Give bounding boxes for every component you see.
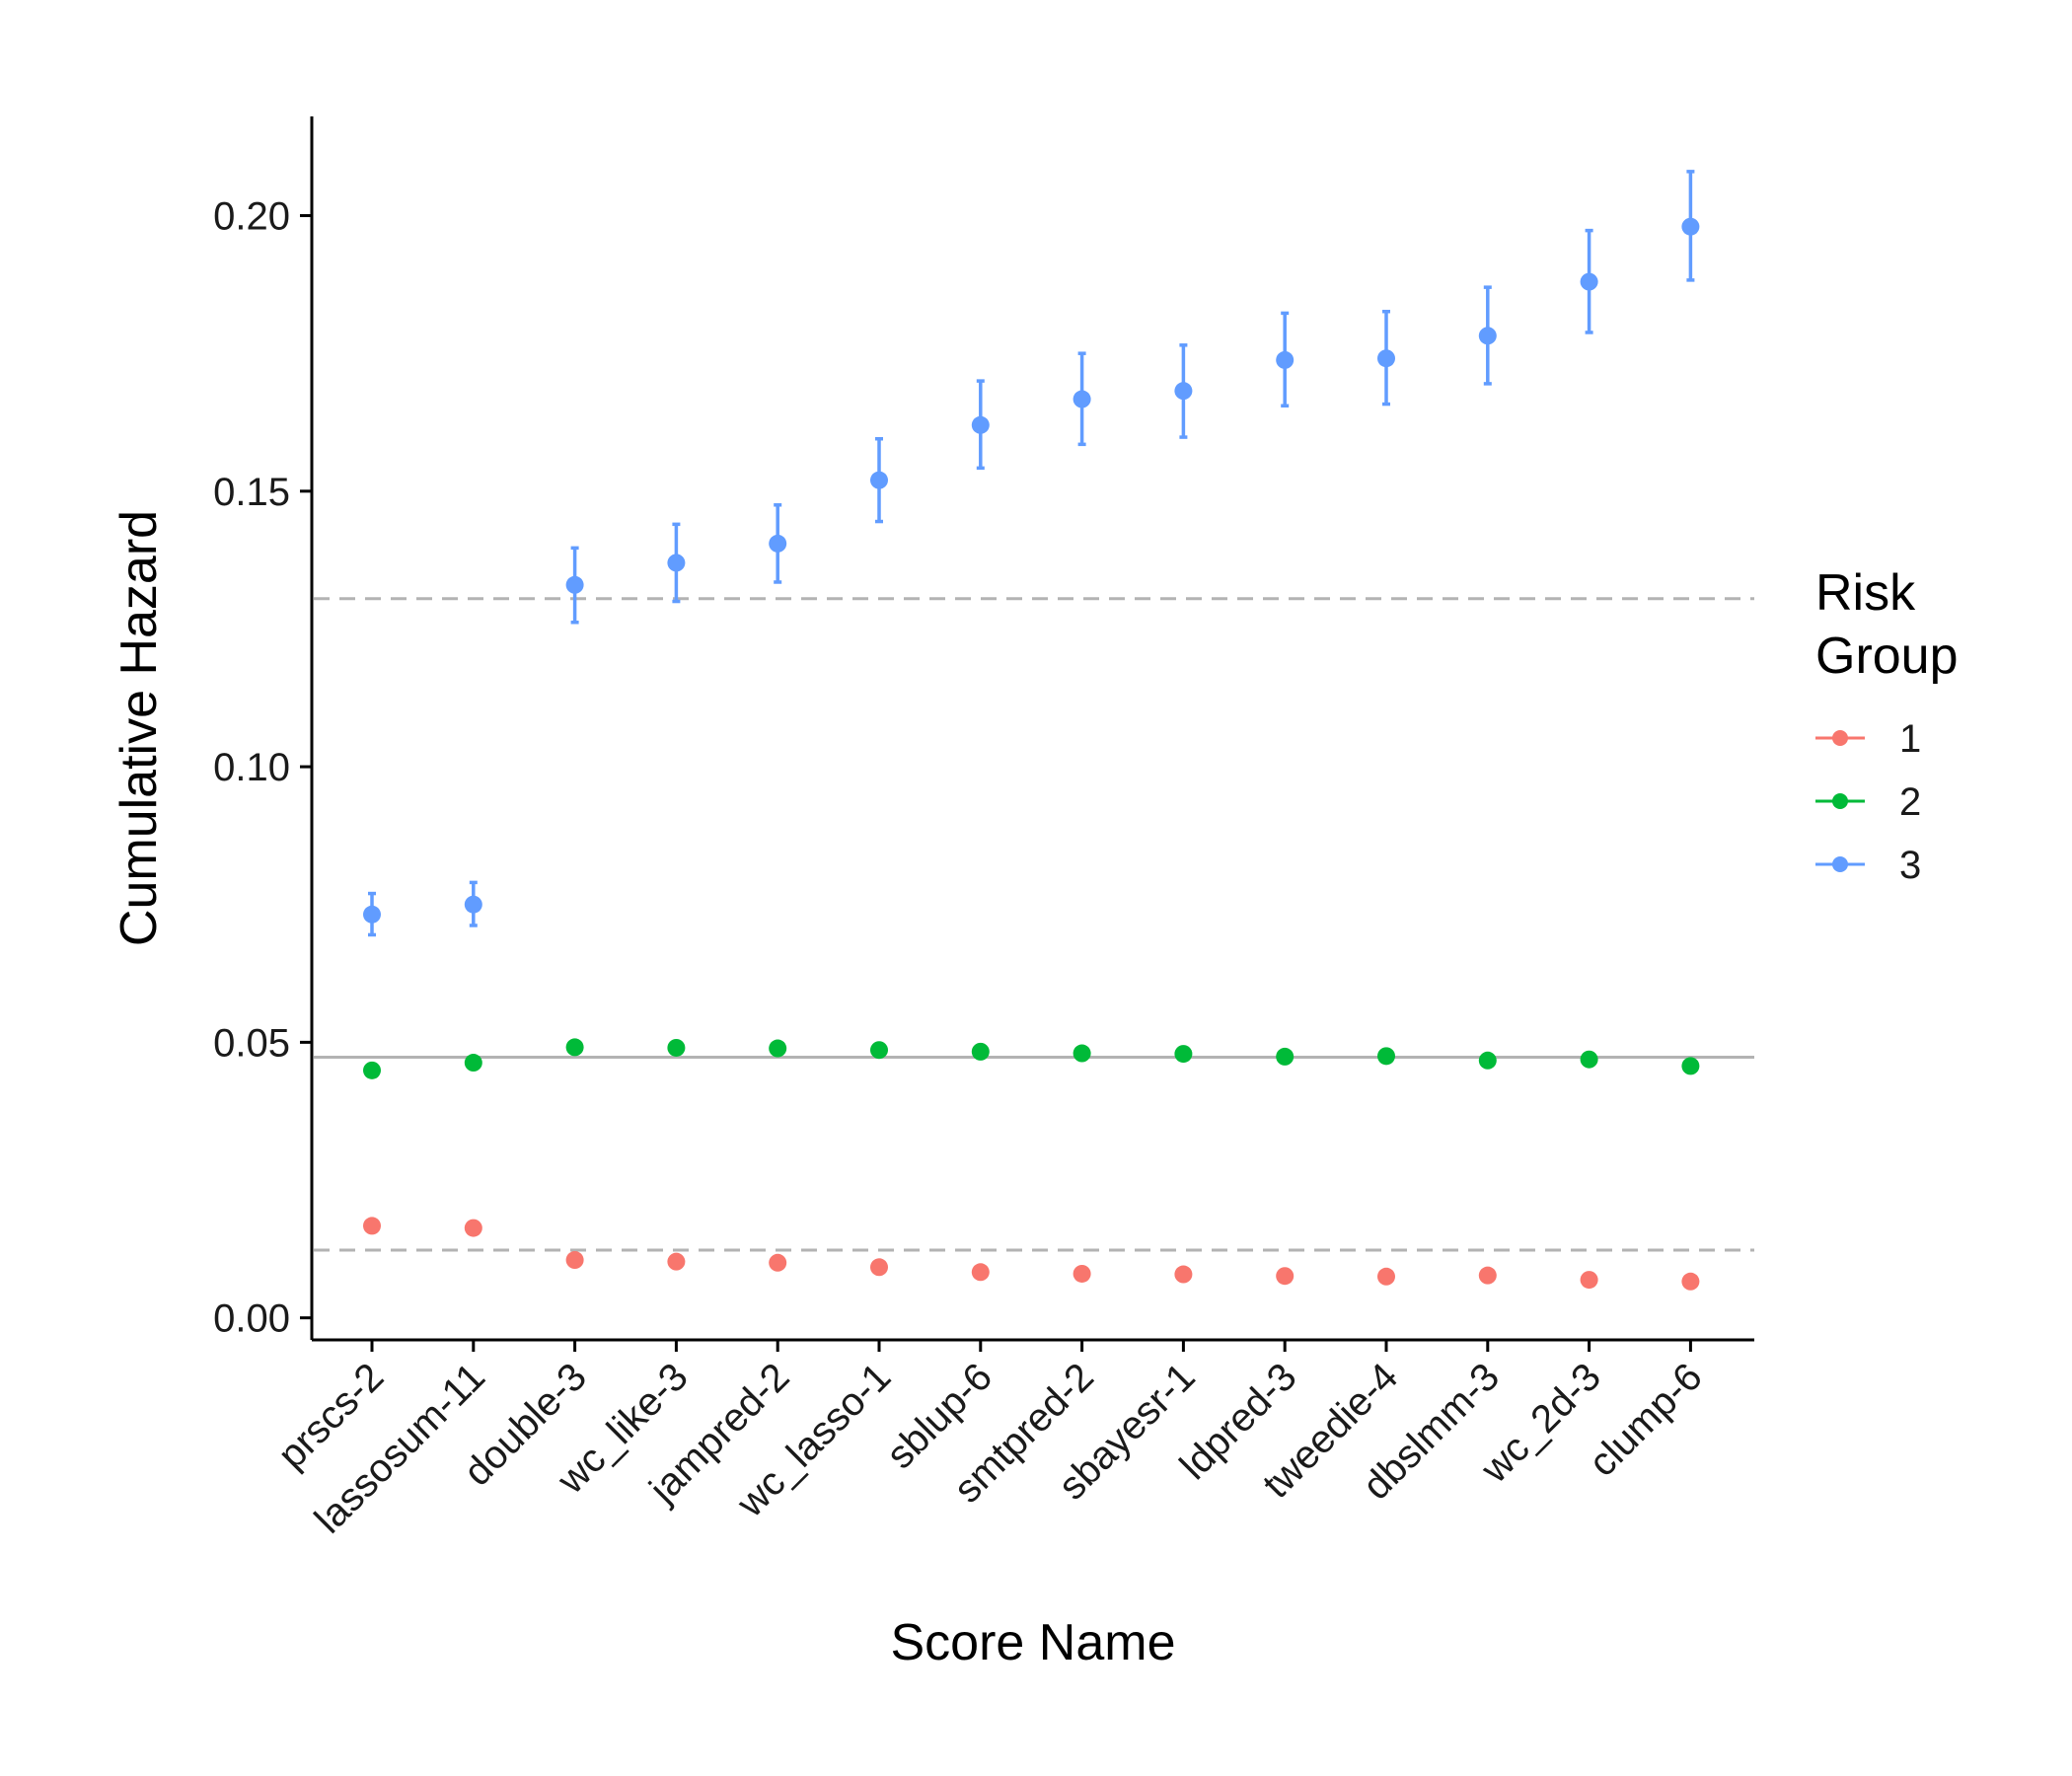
legend-keys: 1 2 3 (1815, 717, 1921, 887)
data-point-group-1 (769, 1253, 787, 1272)
y-tick-label: 0.05 (213, 1021, 290, 1065)
data-point-group-3 (971, 415, 990, 434)
data-point-group-1 (464, 1219, 482, 1237)
legend-title-line-1: Risk (1815, 564, 1916, 622)
legend-key-dot (1832, 856, 1848, 872)
legend-label: 3 (1899, 844, 1921, 887)
data-point-group-2 (1580, 1050, 1598, 1069)
reference-lines (314, 597, 1754, 1252)
data-point-group-3 (769, 534, 787, 553)
data-point-group-2 (667, 1038, 686, 1057)
data-point-group-3 (565, 575, 584, 594)
data-point-group-1 (565, 1251, 584, 1270)
y-tick-label: 0.00 (213, 1297, 290, 1341)
y-axis-title: Cumulative Hazard (111, 510, 168, 946)
data-point-group-2 (971, 1042, 990, 1061)
data-point-group-3 (464, 895, 482, 914)
data-point-group-2 (363, 1061, 381, 1079)
data-point-group-1 (1681, 1272, 1700, 1291)
data-point-group-1 (1276, 1267, 1295, 1286)
y-tick-label: 0.20 (213, 195, 290, 239)
data-point-group-2 (464, 1054, 482, 1073)
legend-title-line-2: Group (1815, 628, 1959, 685)
y-tick-label: 0.15 (213, 471, 290, 514)
data-point-group-3 (1580, 272, 1598, 291)
data-point-group-1 (363, 1217, 381, 1235)
x-axis-title: Score Name (891, 1614, 1176, 1671)
data-point-group-1 (1073, 1264, 1091, 1283)
y-tick-label: 0.10 (213, 746, 290, 789)
legend-key-dot (1832, 793, 1848, 809)
data-point-group-3 (1377, 349, 1395, 368)
legend-label: 1 (1899, 717, 1921, 761)
data-point-group-2 (1377, 1047, 1395, 1066)
data-point-group-3 (1073, 390, 1091, 408)
data-point-group-2 (1174, 1045, 1193, 1064)
data-point-group-2 (565, 1038, 584, 1057)
data-point-group-2 (1478, 1051, 1497, 1070)
data-point-group-1 (870, 1258, 888, 1277)
data-points (363, 217, 1700, 1291)
legend: Risk Group 1 2 3 (1815, 564, 1959, 887)
data-point-group-3 (1478, 327, 1497, 345)
data-point-group-1 (971, 1263, 990, 1282)
data-point-group-3 (1681, 217, 1700, 236)
data-point-group-1 (1478, 1266, 1497, 1285)
data-point-group-2 (870, 1041, 888, 1060)
data-point-group-1 (667, 1252, 686, 1271)
data-point-group-2 (1073, 1044, 1091, 1063)
data-point-group-1 (1377, 1267, 1395, 1286)
data-point-group-1 (1580, 1271, 1598, 1290)
data-point-group-1 (1174, 1265, 1193, 1284)
data-point-group-3 (870, 471, 888, 489)
data-point-group-2 (1276, 1047, 1295, 1066)
data-point-group-3 (1276, 350, 1295, 369)
y-axis-ticks: 0.00 0.05 0.10 0.15 0.20 (213, 195, 312, 1341)
legend-label: 2 (1899, 780, 1921, 824)
data-point-group-2 (769, 1039, 787, 1058)
legend-key-dot (1832, 730, 1848, 746)
data-point-group-3 (363, 905, 381, 924)
data-point-group-3 (667, 554, 686, 572)
data-point-group-2 (1681, 1057, 1700, 1075)
data-point-group-3 (1174, 382, 1193, 401)
